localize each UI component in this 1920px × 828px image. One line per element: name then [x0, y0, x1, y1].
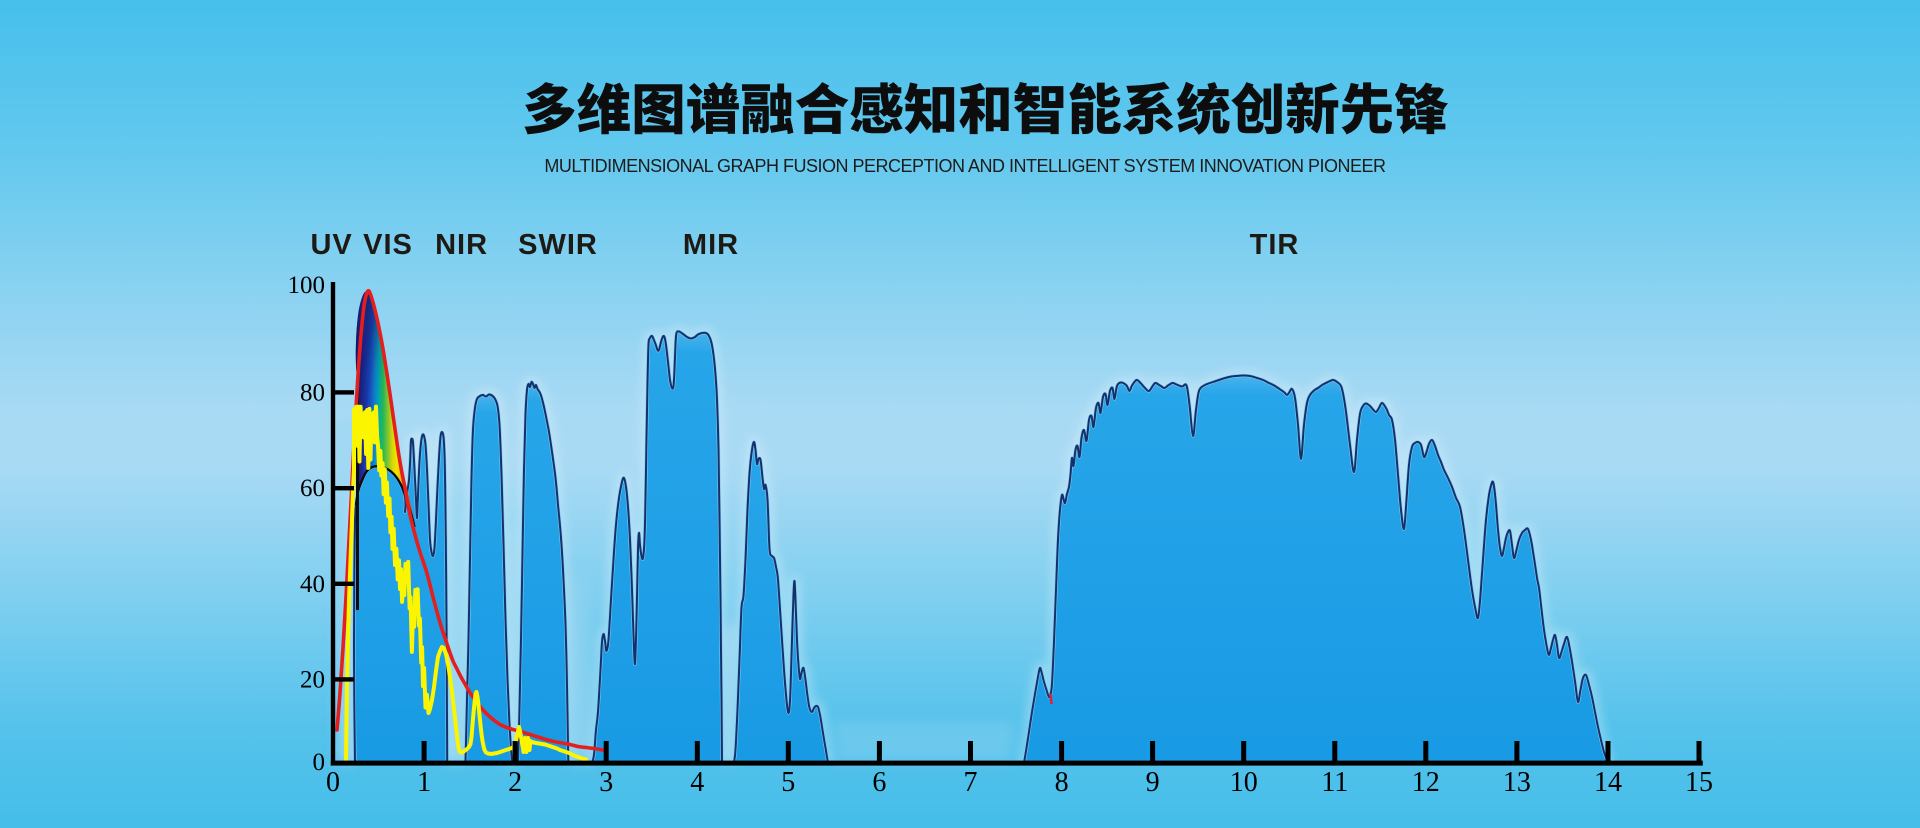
svg-text:40: 40: [300, 571, 325, 598]
svg-text:SWIR: SWIR: [518, 229, 598, 261]
svg-text:0: 0: [313, 749, 326, 776]
svg-text:VIS: VIS: [363, 229, 413, 261]
svg-text:NIR: NIR: [435, 229, 488, 261]
svg-text:9: 9: [1146, 767, 1160, 798]
svg-text:TIR: TIR: [1250, 229, 1300, 261]
svg-text:60: 60: [300, 475, 325, 502]
svg-text:11: 11: [1321, 767, 1348, 798]
svg-text:MIR: MIR: [683, 229, 739, 261]
svg-text:80: 80: [300, 379, 325, 406]
svg-text:3: 3: [599, 767, 613, 798]
svg-text:14: 14: [1594, 767, 1622, 798]
svg-text:5: 5: [781, 767, 795, 798]
svg-text:15: 15: [1685, 767, 1713, 798]
svg-text:UV: UV: [310, 229, 352, 261]
svg-text:13: 13: [1503, 767, 1531, 798]
svg-text:20: 20: [300, 666, 325, 693]
svg-text:0: 0: [326, 767, 340, 798]
svg-text:7: 7: [964, 767, 978, 798]
svg-text:10: 10: [1230, 767, 1258, 798]
svg-text:1: 1: [417, 767, 431, 798]
svg-text:12: 12: [1412, 767, 1440, 798]
svg-text:4: 4: [690, 767, 704, 798]
svg-text:100: 100: [288, 272, 326, 299]
svg-text:MULTIDIMENSIONAL GRAPH FUSION: MULTIDIMENSIONAL GRAPH FUSION PERCEPTION…: [544, 156, 1386, 176]
svg-text:8: 8: [1055, 767, 1069, 798]
svg-text:6: 6: [872, 767, 886, 798]
svg-text:2: 2: [508, 767, 522, 798]
